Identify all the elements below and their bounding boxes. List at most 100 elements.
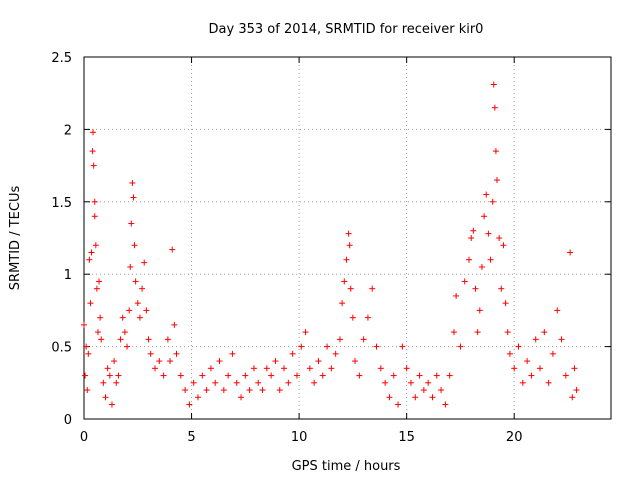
data-point xyxy=(136,314,143,321)
data-point xyxy=(347,285,354,292)
data-point xyxy=(373,343,380,350)
data-point xyxy=(173,350,180,357)
data-point xyxy=(126,307,133,314)
data-point xyxy=(115,372,122,379)
data-point xyxy=(143,307,150,314)
data-point xyxy=(81,321,87,328)
data-point xyxy=(485,230,492,237)
data-point xyxy=(349,314,356,321)
data-point xyxy=(537,365,544,372)
x-tick-label: 0 xyxy=(80,430,88,445)
data-point xyxy=(461,278,468,285)
data-point xyxy=(311,379,318,386)
data-point xyxy=(171,321,178,328)
data-point xyxy=(554,307,561,314)
data-point xyxy=(293,372,300,379)
data-point xyxy=(442,401,449,408)
data-point xyxy=(425,379,432,386)
data-point xyxy=(446,372,453,379)
data-point xyxy=(156,358,163,365)
data-point xyxy=(324,343,331,350)
data-series xyxy=(81,81,580,408)
data-point xyxy=(562,372,569,379)
data-point xyxy=(106,372,113,379)
data-point xyxy=(134,300,141,307)
data-point xyxy=(255,379,262,386)
data-point xyxy=(128,220,135,227)
data-point xyxy=(182,387,189,394)
data-point xyxy=(332,350,339,357)
data-point xyxy=(238,394,245,401)
data-point xyxy=(339,300,346,307)
data-point xyxy=(532,336,539,343)
data-point xyxy=(472,285,479,292)
data-point xyxy=(306,365,313,372)
data-point xyxy=(352,358,359,365)
data-point xyxy=(571,365,578,372)
x-axis: 0 5 10 15 20 xyxy=(80,57,522,445)
data-point xyxy=(395,401,402,408)
data-point xyxy=(242,372,249,379)
data-point xyxy=(567,249,574,256)
data-point xyxy=(117,336,124,343)
data-point xyxy=(195,394,202,401)
data-point xyxy=(346,242,353,249)
data-point xyxy=(246,387,253,394)
data-point xyxy=(121,329,128,336)
data-point xyxy=(169,246,176,253)
data-point xyxy=(233,379,240,386)
y-tick-label: 0 xyxy=(64,413,72,428)
data-point xyxy=(386,394,393,401)
data-point xyxy=(489,198,496,205)
data-point xyxy=(429,394,436,401)
data-point xyxy=(450,329,457,336)
data-point xyxy=(420,387,427,394)
data-point xyxy=(490,81,497,88)
data-point xyxy=(129,179,136,186)
x-tick-label: 15 xyxy=(398,430,415,445)
data-point xyxy=(478,263,485,270)
data-point xyxy=(377,365,384,372)
data-point xyxy=(515,343,522,350)
data-point xyxy=(96,278,103,285)
data-point xyxy=(524,358,531,365)
y-axis-label: SRMTID / TECUs xyxy=(8,186,23,291)
data-point xyxy=(272,358,279,365)
data-point xyxy=(453,292,460,299)
data-point xyxy=(390,372,397,379)
data-point xyxy=(502,300,509,307)
data-point xyxy=(216,358,223,365)
data-point xyxy=(466,256,473,263)
y-axis: 0 0.5 1 1.5 2 2.5 xyxy=(51,51,611,428)
data-point xyxy=(130,194,137,201)
data-point xyxy=(412,394,419,401)
data-point xyxy=(549,350,556,357)
x-tick-label: 10 xyxy=(291,430,308,445)
data-point xyxy=(132,278,139,285)
data-point xyxy=(108,401,115,408)
data-point xyxy=(124,343,131,350)
data-point xyxy=(100,379,107,386)
data-point xyxy=(356,372,363,379)
data-point xyxy=(474,329,481,336)
plot-frame xyxy=(83,56,612,420)
data-point xyxy=(315,358,322,365)
y-tick-label: 2 xyxy=(64,123,72,138)
data-point xyxy=(186,401,193,408)
data-point xyxy=(167,358,174,365)
data-point xyxy=(212,379,219,386)
data-point xyxy=(476,307,483,314)
y-tick-label: 1 xyxy=(64,268,72,283)
data-point xyxy=(345,230,352,237)
data-point xyxy=(369,285,376,292)
data-point xyxy=(336,336,343,343)
data-point xyxy=(113,379,120,386)
data-point xyxy=(177,372,184,379)
data-point xyxy=(207,365,214,372)
chart-title: Day 353 of 2014, SRMTID for receiver kir… xyxy=(209,22,484,37)
data-point xyxy=(364,314,371,321)
data-point xyxy=(263,365,270,372)
data-point xyxy=(506,350,513,357)
data-point xyxy=(487,256,494,263)
